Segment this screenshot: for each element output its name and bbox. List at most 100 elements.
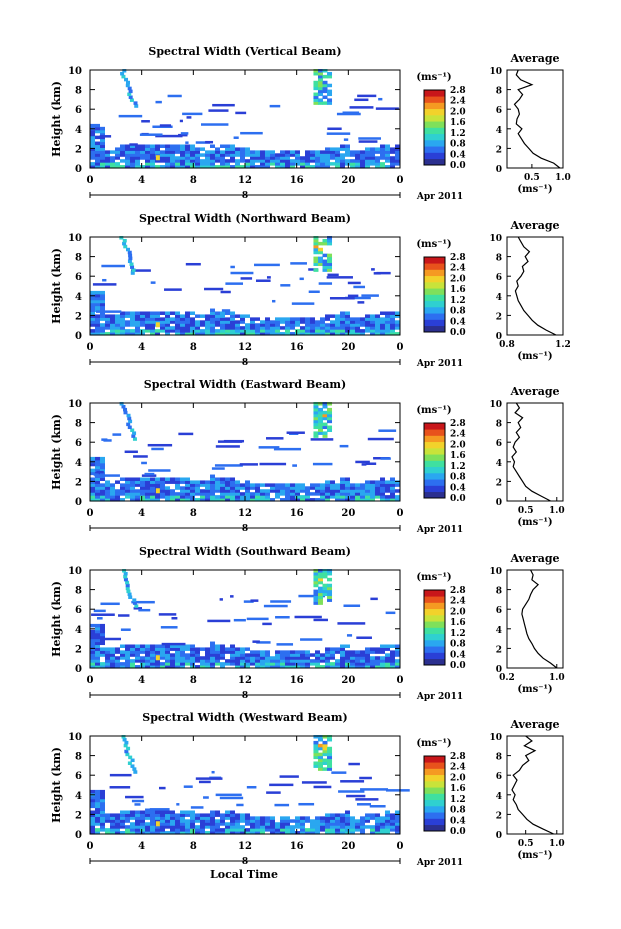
heatmap-cell — [135, 323, 140, 327]
heatmap-cell — [135, 329, 140, 333]
heatmap-cell — [165, 486, 170, 490]
heatmap-cell — [361, 294, 379, 297]
heatmap-cell — [345, 320, 350, 324]
heatmap-cell — [135, 644, 140, 648]
heatmap-cell — [305, 659, 310, 663]
heatmap-cell — [160, 489, 165, 493]
heatmap-cell — [175, 813, 180, 817]
heatmap-cell — [313, 80, 319, 85]
heatmap-cell — [335, 317, 340, 321]
heatmap-cell — [205, 665, 210, 669]
heatmap-cells — [90, 735, 410, 835]
average-title: Average — [509, 385, 559, 398]
heatmap-cell — [94, 474, 120, 477]
heatmap-cell — [95, 299, 100, 304]
average-y-tick-label: 2 — [496, 478, 502, 488]
heatmap-cell — [95, 795, 100, 800]
colorbar-segment — [424, 257, 445, 264]
heatmap-cell — [365, 147, 370, 151]
heatmap-cell — [375, 162, 380, 166]
heatmap-cell — [100, 150, 105, 154]
heatmap-cell — [317, 592, 323, 597]
heatmap-cell — [190, 147, 195, 151]
y-tick-label: 4 — [75, 791, 82, 802]
heatmap-cell — [185, 323, 190, 327]
heatmap-cell — [95, 296, 100, 301]
heatmap-cell — [375, 831, 380, 835]
heatmap-cell — [160, 159, 165, 163]
heatmap-cell — [325, 816, 330, 820]
heatmap-cell — [95, 656, 100, 660]
heatmap-cell — [322, 410, 328, 415]
heatmap-cell — [313, 422, 319, 427]
heatmap-cell — [335, 819, 340, 823]
heatmap-cell — [165, 659, 170, 663]
heatmap-cell — [322, 740, 328, 745]
heatmap-cell — [90, 795, 95, 800]
heatmap-cell — [210, 656, 215, 660]
heatmap-cell — [140, 150, 145, 154]
heatmap-cell — [327, 413, 333, 418]
y-tick-label: 2 — [75, 311, 82, 322]
heatmap-cell — [349, 106, 374, 109]
heatmap-cell — [290, 659, 295, 663]
heatmap-cell — [220, 159, 225, 163]
heatmap-cell — [235, 813, 240, 817]
heatmap-cell — [129, 98, 134, 102]
heatmap-cell — [300, 495, 305, 499]
heatmap-cell — [95, 123, 100, 128]
average-y-tick-label: 10 — [489, 567, 502, 577]
heatmap-cell — [175, 317, 180, 321]
heatmap-cell — [185, 332, 190, 336]
heatmap-cell — [295, 323, 300, 327]
heatmap-cell — [110, 329, 115, 333]
heatmap-cell — [195, 141, 211, 144]
heatmap-cell — [210, 162, 215, 166]
heatmap-cell — [200, 329, 205, 333]
heatmap-cell — [150, 281, 156, 284]
heatmap-cell — [265, 332, 270, 336]
heatmap-cell — [327, 425, 333, 430]
heatmap-cell — [115, 816, 120, 820]
heatmap-cell — [141, 461, 147, 465]
heatmap-cell — [225, 831, 230, 835]
heatmap-cell — [200, 323, 205, 327]
heatmap-cell — [378, 97, 383, 101]
heatmap-cell — [290, 831, 295, 835]
heatmap-cell — [130, 332, 135, 336]
heatmap-cell — [219, 598, 223, 601]
heatmap-cell — [322, 758, 328, 763]
heatmap-cell — [315, 831, 320, 835]
heatmap-cell — [140, 647, 145, 651]
heatmap-cell — [90, 641, 95, 646]
heatmap-cell — [215, 311, 220, 315]
heatmap-cell — [190, 492, 195, 496]
heatmap-cell — [129, 143, 138, 146]
heatmap-cell — [225, 813, 230, 817]
heatmap-cell — [115, 495, 120, 499]
heatmap-cell — [365, 462, 377, 465]
heatmap-cell — [165, 156, 170, 160]
heatmap-cell — [205, 650, 210, 654]
heatmap-cell — [355, 323, 360, 327]
heatmap-cell — [225, 825, 230, 829]
heatmap-cell — [145, 659, 150, 663]
heatmap-cell — [385, 323, 390, 327]
heatmap-cell — [205, 329, 210, 333]
heatmap-cell — [327, 755, 333, 760]
heatmap-cell — [385, 813, 390, 817]
heatmap-cell — [150, 819, 155, 823]
heatmap-cell — [310, 159, 315, 163]
heatmap-cell — [385, 611, 396, 615]
colorbar-tick-label: 2.8 — [450, 86, 466, 96]
heatmap-cell — [345, 150, 350, 154]
heatmap-cell — [240, 659, 245, 663]
heatmap-cell — [215, 165, 220, 169]
x-tick-label: 12 — [238, 508, 252, 519]
heatmap-cell — [329, 297, 355, 300]
x-tick-label: 0 — [87, 675, 94, 686]
colorbar-tick-label: 2.4 — [450, 597, 466, 607]
heatmap-cell — [295, 665, 300, 669]
heatmap-cell — [100, 317, 105, 321]
heatmap-cell — [90, 480, 95, 484]
